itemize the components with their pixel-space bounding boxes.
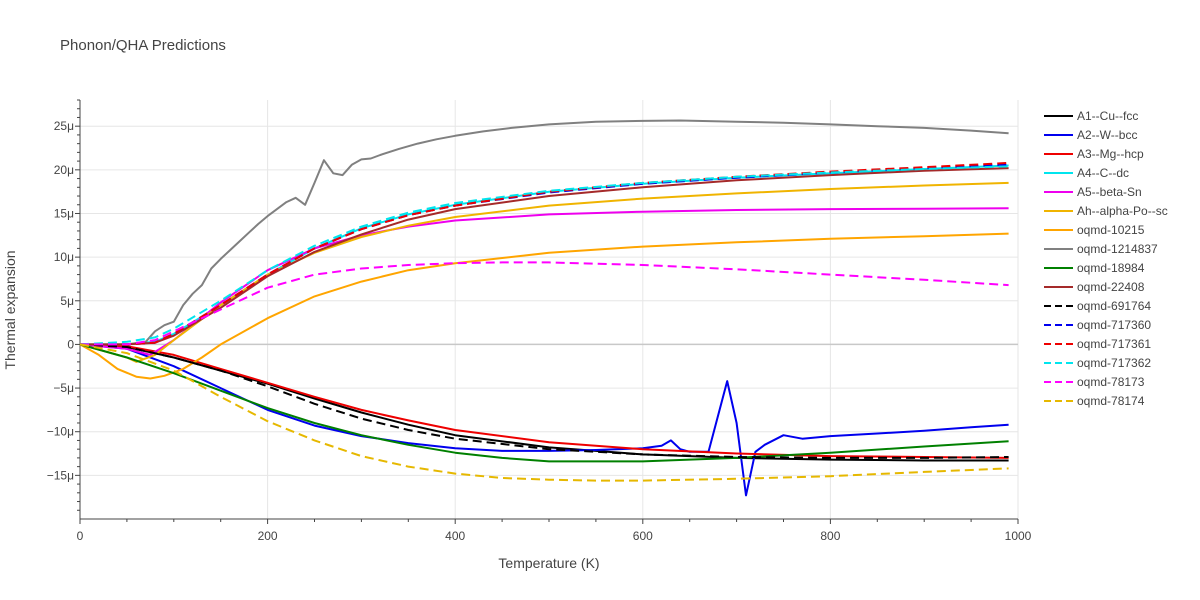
y-tick-label: 0 xyxy=(67,337,74,351)
x-tick-label: 1000 xyxy=(1005,529,1032,543)
legend-item[interactable]: oqmd-717362 xyxy=(1044,356,1151,370)
legend-item[interactable]: A3--Mg--hcp xyxy=(1044,147,1144,161)
series-line-oqmd-717362 xyxy=(79,165,1009,346)
legend-label: A3--Mg--hcp xyxy=(1077,147,1144,161)
legend-item[interactable]: oqmd-22408 xyxy=(1044,280,1145,294)
y-tick-label: 5μ xyxy=(60,294,74,308)
legend-label: A1--Cu--fcc xyxy=(1077,109,1138,123)
chart-title: Phonon/QHA Predictions xyxy=(60,37,226,54)
legend-label: A4--C--dc xyxy=(1077,166,1129,180)
y-tick-label: 15μ xyxy=(54,206,74,220)
legend-item[interactable]: oqmd-717360 xyxy=(1044,318,1151,332)
legend-item[interactable]: oqmd-78174 xyxy=(1044,394,1145,408)
y-tick-label: −15μ xyxy=(47,468,74,482)
legend-label: oqmd-78174 xyxy=(1077,394,1145,408)
legend-label: oqmd-717361 xyxy=(1077,337,1151,351)
y-tick-label: 10μ xyxy=(54,250,74,264)
legend-item[interactable]: A2--W--bcc xyxy=(1044,128,1137,142)
axes: 0 200 400 600 800 1000 −15μ −10μ −5μ 0 5μ 10μ 15μ 20μ… xyxy=(47,99,1032,543)
series-line-A5--beta-Sn xyxy=(79,207,1009,356)
series-line-oqmd-10215 xyxy=(79,232,1009,380)
legend-label: oqmd-10215 xyxy=(1077,223,1145,237)
y-tick-label: 25μ xyxy=(54,119,74,133)
series-line-oqmd-18984 xyxy=(79,343,1009,463)
legend-label: A5--beta-Sn xyxy=(1077,185,1142,199)
legend-label: oqmd-18984 xyxy=(1077,261,1145,275)
series-line-A1--Cu--fcc xyxy=(79,343,1009,462)
x-tick-label: 0 xyxy=(77,529,84,543)
x-tick-label: 200 xyxy=(258,529,278,543)
legend-item[interactable]: A1--Cu--fcc xyxy=(1044,109,1138,123)
legend-item[interactable]: oqmd-691764 xyxy=(1044,299,1151,313)
legend-item[interactable]: A5--beta-Sn xyxy=(1044,185,1142,199)
legend-label: oqmd-78173 xyxy=(1077,375,1145,389)
y-tick-label: −5μ xyxy=(53,381,74,395)
series-line-oqmd-691764 xyxy=(79,343,1009,459)
series-line-oqmd-717361 xyxy=(80,161,1009,346)
legend-label: oqmd-717360 xyxy=(1077,318,1151,332)
plot-area xyxy=(79,119,1009,497)
series-line-oqmd-78174 xyxy=(79,343,1009,482)
series-line-oqmd-78173 xyxy=(80,261,1009,346)
legend-item[interactable]: oqmd-717361 xyxy=(1044,337,1151,351)
series-line-Ah--alpha-Po--sc xyxy=(79,181,1009,363)
x-axis-label: Temperature (K) xyxy=(498,555,599,571)
x-tick-label: 400 xyxy=(445,529,465,543)
legend-item[interactable]: A4--C--dc xyxy=(1044,166,1129,180)
legend-item[interactable]: Ah--alpha-Po--sc xyxy=(1044,204,1168,218)
legend-item[interactable]: oqmd-78173 xyxy=(1044,375,1145,389)
series-line-oqmd-1214837 xyxy=(80,119,1009,346)
legend-label: Ah--alpha-Po--sc xyxy=(1077,204,1168,218)
y-axis-label: Thermal expansion xyxy=(2,250,18,369)
legend-item[interactable]: oqmd-10215 xyxy=(1044,223,1145,237)
legend-label: oqmd-717362 xyxy=(1077,356,1151,370)
x-tick-label: 600 xyxy=(633,529,653,543)
series-line-A3--Mg--hcp xyxy=(79,343,1009,459)
legend-label: oqmd-1214837 xyxy=(1077,242,1158,256)
legend-item[interactable]: oqmd-18984 xyxy=(1044,261,1145,275)
legend-label: A2--W--bcc xyxy=(1077,128,1137,142)
legend[interactable]: A1--Cu--fcc A2--W--bcc A3--Mg--hcp A4--C--d… xyxy=(1044,109,1168,408)
legend-label: oqmd-22408 xyxy=(1077,280,1145,294)
series-line-A2--W--bcc xyxy=(79,343,1009,497)
legend-item[interactable]: oqmd-1214837 xyxy=(1044,242,1158,256)
legend-label: oqmd-691764 xyxy=(1077,299,1151,313)
x-tick-label: 800 xyxy=(820,529,840,543)
y-tick-label: −10μ xyxy=(47,425,74,439)
y-tick-label: 20μ xyxy=(54,163,74,177)
series-line-oqmd-22408 xyxy=(80,167,1009,346)
